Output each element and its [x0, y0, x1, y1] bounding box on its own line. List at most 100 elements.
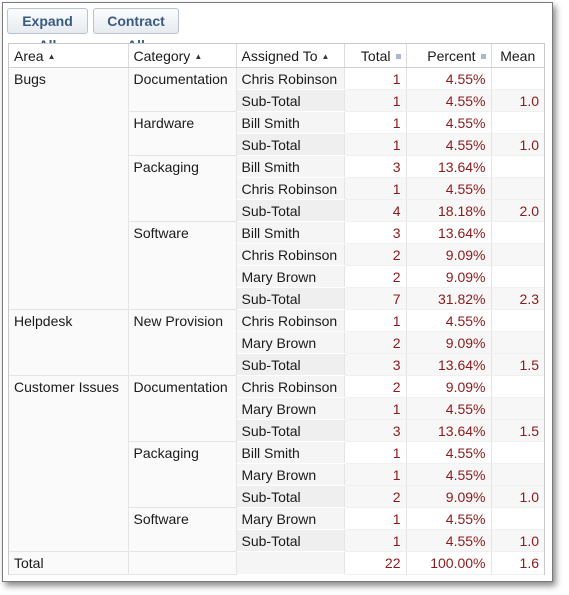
header-row: Area ▲ Category ▲ Assigned To ▲ Total Perce… [9, 44, 544, 68]
mean-cell [491, 243, 544, 266]
assigned-to-cell: Chris Robinson [236, 243, 345, 266]
percent-cell: 4.55% [406, 309, 492, 332]
total-cell: 1 [344, 529, 407, 552]
grand-total-percent: 100.00% [406, 551, 492, 575]
table-row: Helpdesk New Provision Chris Robinson 1 … [9, 309, 544, 376]
mean-cell: 1.5 [491, 419, 544, 442]
mean-cell: 1.0 [491, 133, 544, 156]
assigned-to-cell: Chris Robinson [236, 309, 345, 332]
percent-cell: 9.09% [406, 243, 492, 266]
percent-cell: 31.82% [406, 287, 492, 310]
pivot-table-container: Area ▲ Category ▲ Assigned To ▲ Total Perce… [8, 43, 545, 575]
column-header-total[interactable]: Total [344, 44, 407, 68]
table-row: Mary Brown 2 9.09% [9, 265, 544, 288]
total-cell: 1 [344, 89, 407, 112]
mean-cell [491, 397, 544, 420]
column-header-area-label: Area [14, 47, 44, 64]
subtotal-row: Sub-Total 4 18.18% 2.0 [9, 199, 544, 222]
total-cell: 1 [344, 309, 407, 332]
column-header-mean[interactable]: Mean [491, 44, 544, 68]
percent-cell: 4.55% [406, 463, 492, 486]
percent-cell: 4.55% [406, 133, 492, 156]
category-cell: Hardware [128, 111, 237, 156]
assigned-to-cell: Sub-Total [236, 485, 345, 508]
column-header-area[interactable]: Area ▲ [9, 44, 129, 68]
area-cell: Bugs [9, 67, 129, 310]
assigned-to-cell: Bill Smith [236, 221, 345, 244]
table-row: Software Mary Brown 1 4.55% [9, 507, 544, 552]
column-header-assigned-to-label: Assigned To [241, 47, 318, 64]
assigned-to-cell: Bill Smith [236, 441, 345, 464]
subtotal-row: Sub-Total 3 13.64% 1.5 [9, 353, 544, 376]
grand-total-mean: 1.6 [491, 551, 544, 575]
percent-cell: 4.55% [406, 507, 492, 530]
mean-cell [491, 111, 544, 134]
total-cell: 1 [344, 111, 407, 134]
subtotal-row: Sub-Total 2 9.09% 1.0 [9, 485, 544, 508]
assigned-to-cell: Bill Smith [236, 155, 345, 178]
mean-cell: 1.0 [491, 485, 544, 508]
column-header-assigned-to[interactable]: Assigned To ▲ [236, 44, 345, 68]
total-cell: 1 [344, 133, 407, 156]
category-cell: Documentation [128, 67, 237, 112]
percent-cell: 4.55% [406, 529, 492, 552]
empty-cell [128, 551, 237, 575]
sort-ascending-icon[interactable]: ▲ [47, 51, 56, 61]
percent-cell: 9.09% [406, 375, 492, 398]
total-cell: 1 [344, 397, 407, 420]
table-row: Packaging Bill Smith 3 13.64% [9, 155, 544, 222]
percent-cell: 9.09% [406, 331, 492, 354]
assigned-to-cell: Mary Brown [236, 331, 345, 354]
mean-cell [491, 155, 544, 178]
toolbar: Expand All Contract All [7, 8, 179, 53]
assigned-to-cell: Chris Robinson [236, 375, 345, 398]
table-row: Bugs Documentation Chris Robinson 1 4.55… [9, 67, 544, 310]
percent-cell: 4.55% [406, 67, 492, 90]
column-header-percent[interactable]: Percent [406, 44, 492, 68]
sort-ascending-icon[interactable]: ▲ [321, 51, 330, 61]
column-header-category[interactable]: Category ▲ [128, 44, 237, 68]
assigned-to-cell: Chris Robinson [236, 177, 345, 200]
total-cell: 1 [344, 177, 407, 200]
mean-cell [491, 67, 544, 90]
percent-cell: 13.64% [406, 221, 492, 244]
pivot-grid-window: Expand All Contract All Area▲ Category▲ … [2, 2, 553, 582]
mean-cell: 2.0 [491, 199, 544, 222]
column-menu-icon[interactable] [395, 53, 401, 59]
pivot-table: Area ▲ Category ▲ Assigned To ▲ Total Perce… [9, 44, 544, 575]
percent-cell: 9.09% [406, 265, 492, 288]
grand-total-row: Total 22 100.00% 1.6 [9, 551, 544, 575]
percent-cell: 13.64% [406, 353, 492, 376]
column-menu-icon[interactable] [480, 53, 486, 59]
assigned-to-cell: Mary Brown [236, 265, 345, 288]
percent-cell: 4.55% [406, 397, 492, 420]
total-cell: 1 [344, 463, 407, 486]
column-header-percent-label: Percent [427, 47, 476, 64]
total-cell: 7 [344, 287, 407, 310]
assigned-to-cell: Sub-Total [236, 287, 345, 310]
contract-all-button[interactable]: Contract All [93, 8, 179, 53]
grand-total-label: Total [9, 551, 129, 575]
assigned-to-cell: Sub-Total [236, 353, 345, 376]
table-row: Mary Brown 2 9.09% [9, 331, 544, 354]
table-row: Customer Issues Documentation Chris Robi… [9, 375, 544, 552]
percent-cell: 4.55% [406, 111, 492, 134]
total-cell: 1 [344, 507, 407, 530]
mean-cell [491, 331, 544, 354]
percent-cell: 9.09% [406, 485, 492, 508]
table-row: Software Bill Smith 3 13.64% [9, 221, 544, 310]
assigned-to-cell: Sub-Total [236, 199, 345, 222]
assigned-to-cell: Bill Smith [236, 111, 345, 134]
table-row: Mary Brown 1 4.55% [9, 397, 544, 420]
area-cell: Customer Issues [9, 375, 129, 552]
mean-cell: 1.5 [491, 353, 544, 376]
empty-cell [236, 551, 345, 575]
percent-cell: 13.64% [406, 419, 492, 442]
column-header-total-label: Total [360, 47, 391, 64]
expand-all-button[interactable]: Expand All [7, 8, 88, 53]
sort-ascending-icon[interactable]: ▲ [194, 51, 203, 61]
mean-cell [491, 221, 544, 244]
category-cell: New Provision [128, 309, 237, 376]
subtotal-row: Sub-Total 7 31.82% 2.3 [9, 287, 544, 310]
percent-cell: 4.55% [406, 441, 492, 464]
